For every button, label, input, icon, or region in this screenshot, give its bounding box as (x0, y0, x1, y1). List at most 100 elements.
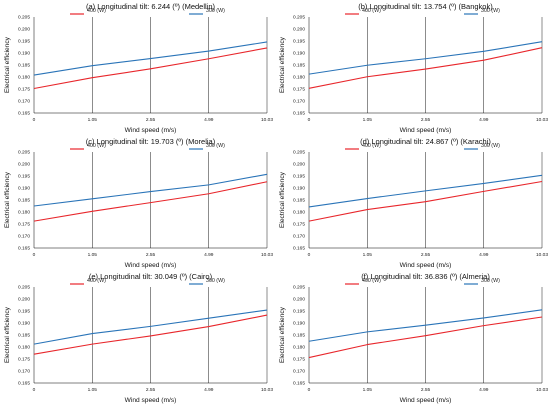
y-tick-label: 0.205 (18, 285, 30, 291)
x-axis-label: Wind speed (m/s) (125, 127, 177, 134)
x-tick-label: 10.03 (261, 252, 273, 258)
chart-panel: (a) Longitudinal tilt: 6.244 (º) (Medell… (0, 0, 275, 135)
x-tick-label: 2.55 (146, 387, 156, 393)
chart-panel: (f) Longitudinal tilt: 36.836 (º) (Almer… (275, 270, 550, 405)
y-tick-label: 0.170 (293, 234, 305, 240)
y-tick-label: 0.165 (293, 246, 305, 252)
y-axis-label: Electrical efficiency (279, 306, 286, 363)
x-tick-label: 4.99 (479, 117, 489, 123)
y-axis-label: Electrical efficiency (4, 306, 11, 363)
y-tick-label: 0.200 (18, 162, 30, 168)
x-tick-label: 1.05 (88, 117, 98, 123)
x-tick-label: 10.03 (536, 387, 548, 393)
y-tick-label: 0.190 (293, 321, 305, 327)
x-axis-label: Wind speed (m/s) (125, 397, 177, 404)
chart-title: (c) Longitudinal tilt: 19.703 (º) (Morel… (86, 137, 216, 146)
chart-svg: (e) Longitudinal tilt: 30.049 (º) (Cairo… (4, 272, 273, 404)
series-line (33, 173, 268, 207)
chart-title: (a) Longitudinal tilt: 6.244 (º) (Medell… (86, 2, 216, 11)
y-tick-label: 0.185 (18, 63, 30, 69)
y-tick-label: 0.195 (18, 39, 30, 45)
x-tick-label: 0 (308, 252, 311, 258)
chart-svg: (b) Longitudinal tilt: 13.754 (º) (Bangk… (279, 2, 548, 134)
chart-svg: (a) Longitudinal tilt: 6.244 (º) (Medell… (4, 2, 273, 134)
y-tick-label: 0.205 (293, 285, 305, 291)
y-tick-label: 0.180 (18, 75, 30, 81)
legend-label: 300 (W) (481, 143, 500, 149)
y-tick-label: 0.165 (18, 246, 30, 252)
y-tick-label: 0.165 (293, 111, 305, 117)
y-tick-label: 0.195 (18, 309, 30, 315)
y-tick-label: 0.170 (18, 234, 30, 240)
legend-label: 400 (W) (87, 143, 106, 149)
y-tick-label: 0.190 (18, 186, 30, 192)
x-tick-label: 0 (33, 387, 36, 393)
y-tick-label: 0.185 (293, 63, 305, 69)
chart-panel: (c) Longitudinal tilt: 19.703 (º) (Morel… (0, 135, 275, 270)
y-tick-label: 0.175 (18, 222, 30, 228)
x-tick-label: 1.05 (363, 387, 373, 393)
y-tick-label: 0.185 (293, 333, 305, 339)
y-axis-label: Electrical efficiency (4, 36, 11, 93)
series-line (308, 180, 543, 222)
y-tick-label: 0.180 (18, 210, 30, 216)
x-axis-label: Wind speed (m/s) (125, 262, 177, 269)
x-tick-label: 4.99 (204, 252, 214, 258)
y-tick-label: 0.175 (293, 222, 305, 228)
chart-svg: (f) Longitudinal tilt: 36.836 (º) (Almer… (279, 272, 548, 404)
y-tick-label: 0.175 (18, 87, 30, 93)
legend-label: 300 (W) (481, 8, 500, 14)
y-tick-label: 0.190 (18, 321, 30, 327)
y-tick-label: 0.180 (293, 345, 305, 351)
y-tick-label: 0.195 (18, 174, 30, 180)
x-tick-label: 1.05 (363, 252, 373, 258)
x-tick-label: 2.55 (421, 117, 431, 123)
chart-title: (b) Longitudinal tilt: 13.754 (º) (Bangk… (358, 2, 493, 11)
x-tick-label: 1.05 (88, 252, 98, 258)
legend-label: 400 (W) (87, 8, 106, 14)
x-tick-label: 10.03 (536, 252, 548, 258)
chart-panel: (b) Longitudinal tilt: 13.754 (º) (Bangk… (275, 0, 550, 135)
y-axis-label: Electrical efficiency (279, 36, 286, 93)
y-tick-label: 0.165 (18, 381, 30, 387)
y-tick-label: 0.190 (18, 51, 30, 57)
y-tick-label: 0.180 (293, 210, 305, 216)
y-tick-label: 0.165 (293, 381, 305, 387)
chart-panel: (d) Longitudinal tilt: 24.867 (º) (Karac… (275, 135, 550, 270)
legend-label: 300 (W) (206, 8, 225, 14)
x-tick-label: 0 (33, 252, 36, 258)
series-line (33, 181, 268, 222)
chart-title: (e) Longitudinal tilt: 30.049 (º) (Cairo… (89, 272, 213, 281)
chart-title: (d) Longitudinal tilt: 24.867 (º) (Karac… (360, 137, 491, 146)
x-tick-label: 10.03 (261, 387, 273, 393)
y-tick-label: 0.165 (18, 111, 30, 117)
x-tick-label: 2.55 (146, 252, 156, 258)
y-tick-label: 0.200 (293, 162, 305, 168)
y-tick-label: 0.200 (18, 27, 30, 33)
y-tick-label: 0.195 (293, 39, 305, 45)
series-line (308, 309, 543, 342)
legend-label: 400 (W) (362, 278, 381, 284)
x-tick-label: 4.99 (204, 117, 214, 123)
x-tick-label: 2.55 (146, 117, 156, 123)
y-tick-label: 0.170 (18, 99, 30, 105)
legend-label: 400 (W) (87, 278, 106, 284)
legend-label: 400 (W) (362, 143, 381, 149)
chart-svg: (c) Longitudinal tilt: 19.703 (º) (Morel… (4, 137, 273, 269)
chart-svg: (d) Longitudinal tilt: 24.867 (º) (Karac… (279, 137, 548, 269)
y-tick-label: 0.205 (18, 150, 30, 156)
y-axis-label: Electrical efficiency (4, 171, 11, 228)
y-axis-label: Electrical efficiency (279, 171, 286, 228)
series-line (308, 316, 543, 359)
series-line (33, 41, 268, 76)
x-axis-label: Wind speed (m/s) (400, 262, 452, 269)
x-tick-label: 0 (308, 117, 311, 123)
x-tick-label: 4.99 (479, 252, 489, 258)
y-tick-label: 0.185 (18, 333, 30, 339)
x-tick-label: 1.05 (88, 387, 98, 393)
y-tick-label: 0.175 (293, 87, 305, 93)
y-tick-label: 0.195 (293, 174, 305, 180)
x-tick-label: 4.99 (204, 387, 214, 393)
series-line (308, 41, 543, 75)
